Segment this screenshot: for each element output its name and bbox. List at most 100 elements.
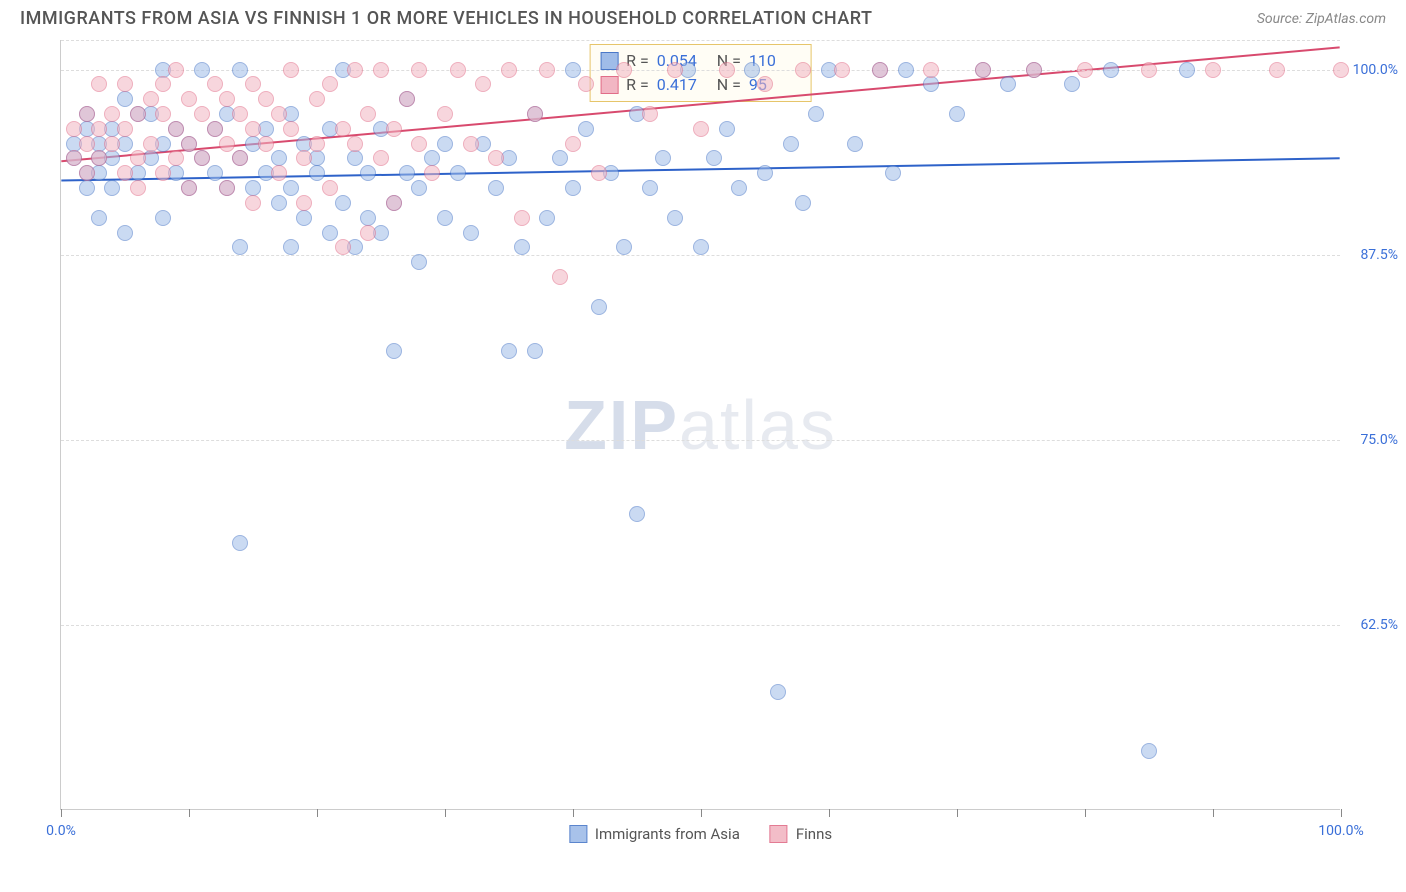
data-point bbox=[79, 106, 95, 122]
data-point bbox=[488, 180, 504, 196]
data-point bbox=[104, 136, 120, 152]
data-point bbox=[181, 91, 197, 107]
data-point bbox=[79, 180, 95, 196]
data-point bbox=[207, 165, 223, 181]
y-tick-label: 87.5% bbox=[1360, 247, 1398, 263]
data-point bbox=[335, 195, 351, 211]
data-point bbox=[117, 121, 133, 137]
data-point bbox=[872, 62, 888, 78]
data-point bbox=[527, 343, 543, 359]
data-point bbox=[168, 62, 184, 78]
data-point bbox=[578, 121, 594, 137]
data-point bbox=[232, 106, 248, 122]
data-point bbox=[155, 106, 171, 122]
data-point bbox=[347, 150, 363, 166]
data-point bbox=[1026, 62, 1042, 78]
data-point bbox=[616, 62, 632, 78]
data-point bbox=[245, 195, 261, 211]
data-point bbox=[373, 150, 389, 166]
data-point bbox=[258, 91, 274, 107]
legend-label: Finns bbox=[796, 825, 832, 843]
data-point bbox=[219, 180, 235, 196]
data-point bbox=[309, 165, 325, 181]
gridline bbox=[61, 625, 1340, 626]
data-point bbox=[168, 150, 184, 166]
data-point bbox=[386, 343, 402, 359]
data-point bbox=[949, 106, 965, 122]
data-point bbox=[719, 62, 735, 78]
data-point bbox=[450, 165, 466, 181]
data-point bbox=[399, 165, 415, 181]
x-tick bbox=[61, 809, 62, 817]
data-point bbox=[1103, 62, 1119, 78]
data-point bbox=[245, 76, 261, 92]
data-point bbox=[347, 62, 363, 78]
x-tick bbox=[957, 809, 958, 817]
data-point bbox=[296, 150, 312, 166]
data-point bbox=[1000, 76, 1016, 92]
data-point bbox=[411, 254, 427, 270]
data-point bbox=[1205, 62, 1221, 78]
data-point bbox=[770, 684, 786, 700]
data-point bbox=[514, 239, 530, 255]
data-point bbox=[168, 121, 184, 137]
x-tick bbox=[573, 809, 574, 817]
data-point bbox=[322, 180, 338, 196]
legend: Immigrants from Asia Finns bbox=[569, 825, 832, 843]
data-point bbox=[143, 91, 159, 107]
data-point bbox=[232, 535, 248, 551]
data-point bbox=[232, 239, 248, 255]
data-point bbox=[347, 136, 363, 152]
data-point bbox=[207, 76, 223, 92]
source-label: Source: ZipAtlas.com bbox=[1257, 11, 1386, 27]
data-point bbox=[885, 165, 901, 181]
data-point bbox=[655, 150, 671, 166]
data-point bbox=[616, 239, 632, 255]
data-point bbox=[693, 121, 709, 137]
data-point bbox=[360, 106, 376, 122]
data-point bbox=[565, 180, 581, 196]
data-point bbox=[258, 136, 274, 152]
data-point bbox=[795, 62, 811, 78]
data-point bbox=[1179, 62, 1195, 78]
data-point bbox=[155, 165, 171, 181]
x-tick bbox=[701, 809, 702, 817]
data-point bbox=[130, 150, 146, 166]
x-tick bbox=[829, 809, 830, 817]
data-point bbox=[322, 76, 338, 92]
data-point bbox=[335, 121, 351, 137]
data-point bbox=[642, 180, 658, 196]
data-point bbox=[335, 239, 351, 255]
data-point bbox=[437, 210, 453, 226]
data-point bbox=[296, 195, 312, 211]
data-point bbox=[1269, 62, 1285, 78]
data-point bbox=[424, 150, 440, 166]
data-point bbox=[399, 91, 415, 107]
y-tick-label: 100.0% bbox=[1353, 62, 1398, 78]
data-point bbox=[898, 62, 914, 78]
data-point bbox=[411, 180, 427, 196]
legend-swatch bbox=[569, 825, 587, 843]
data-point bbox=[283, 239, 299, 255]
data-point bbox=[1333, 62, 1349, 78]
data-point bbox=[143, 136, 159, 152]
data-point bbox=[744, 62, 760, 78]
y-tick-label: 62.5% bbox=[1360, 617, 1398, 633]
data-point bbox=[1141, 743, 1157, 759]
data-point bbox=[373, 62, 389, 78]
data-point bbox=[591, 165, 607, 181]
data-point bbox=[91, 76, 107, 92]
data-point bbox=[296, 210, 312, 226]
legend-label: Immigrants from Asia bbox=[595, 825, 740, 843]
data-point bbox=[309, 91, 325, 107]
data-point bbox=[1141, 62, 1157, 78]
data-point bbox=[283, 180, 299, 196]
data-point bbox=[783, 136, 799, 152]
data-point bbox=[834, 62, 850, 78]
data-point bbox=[219, 91, 235, 107]
data-point bbox=[360, 165, 376, 181]
data-point bbox=[245, 121, 261, 137]
data-point bbox=[66, 121, 82, 137]
x-tick-label: 0.0% bbox=[46, 823, 76, 839]
data-point bbox=[207, 121, 223, 137]
